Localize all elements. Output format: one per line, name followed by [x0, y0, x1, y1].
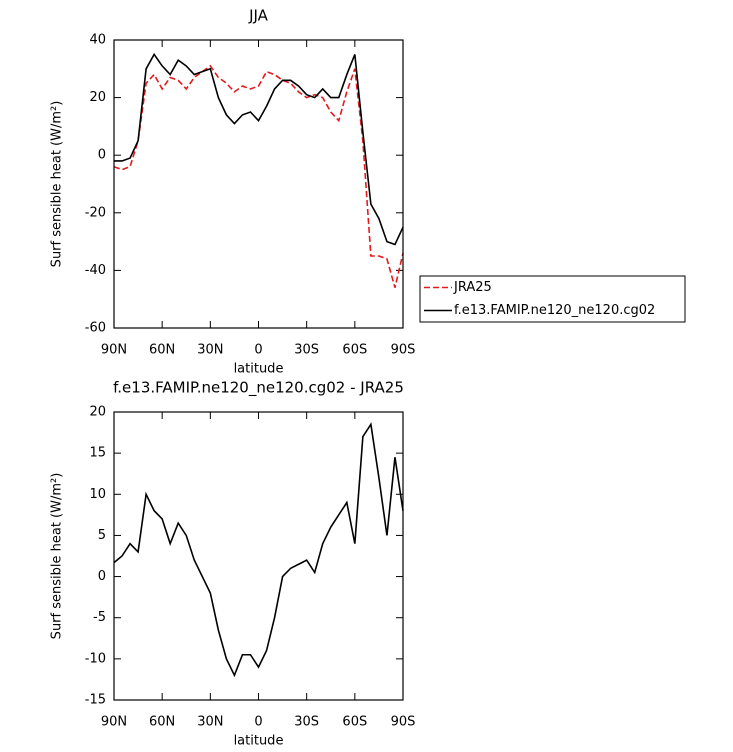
legend-box	[419, 275, 686, 323]
x-tick-label: 30S	[294, 715, 319, 730]
plot-frame	[113, 39, 404, 329]
data-line	[113, 422, 404, 678]
x-tick-label: 90S	[391, 715, 416, 730]
x-tick-label: 0	[254, 715, 262, 730]
x-tick-label: 0	[254, 343, 262, 358]
x-tick-label: 90N	[101, 715, 127, 730]
y-tick-label: 10	[89, 487, 106, 502]
data-line	[113, 64, 404, 288]
x-axis-label: latitude	[234, 362, 284, 377]
y-tick-label: 0	[98, 148, 106, 163]
y-tick-label: -60	[85, 321, 106, 336]
y-tick-label: 5	[98, 528, 106, 543]
y-axis-label: Surf sensible heat (W/m²)	[50, 473, 65, 640]
chart-title: JJA	[248, 7, 269, 25]
x-tick-label: 30N	[197, 715, 223, 730]
x-axis-label: latitude	[234, 734, 284, 749]
data-line	[114, 52, 404, 246]
y-tick-label: 40	[89, 33, 106, 48]
x-tick-label: 30S	[294, 343, 319, 358]
y-tick-label: -20	[85, 205, 106, 220]
y-tick-label: 20	[89, 90, 106, 105]
y-tick-label: 15	[89, 446, 106, 461]
x-tick-label: 60S	[342, 715, 367, 730]
y-tick-label: -15	[85, 693, 106, 708]
y-axis-label: Surf sensible heat (W/m²)	[50, 101, 65, 268]
x-tick-label: 90S	[391, 343, 416, 358]
chart-title: f.e13.FAMIP.ne120_ne120.cg02 - JRA25	[113, 379, 404, 398]
legend-label: JRA25	[453, 280, 492, 295]
y-tick-label: 20	[89, 405, 106, 420]
y-tick-label: -10	[85, 651, 106, 666]
legend-label: f.e13.FAMIP.ne120_ne120.cg02	[454, 303, 655, 318]
x-tick-label: 30N	[197, 343, 223, 358]
y-tick-label: 0	[98, 569, 106, 584]
x-tick-label: 60N	[149, 343, 175, 358]
y-tick-label: -5	[93, 610, 106, 625]
plot-frame	[113, 411, 404, 701]
y-tick-label: -40	[85, 263, 106, 278]
x-tick-label: 60S	[342, 343, 367, 358]
x-tick-label: 60N	[149, 715, 175, 730]
x-tick-label: 90N	[101, 343, 127, 358]
